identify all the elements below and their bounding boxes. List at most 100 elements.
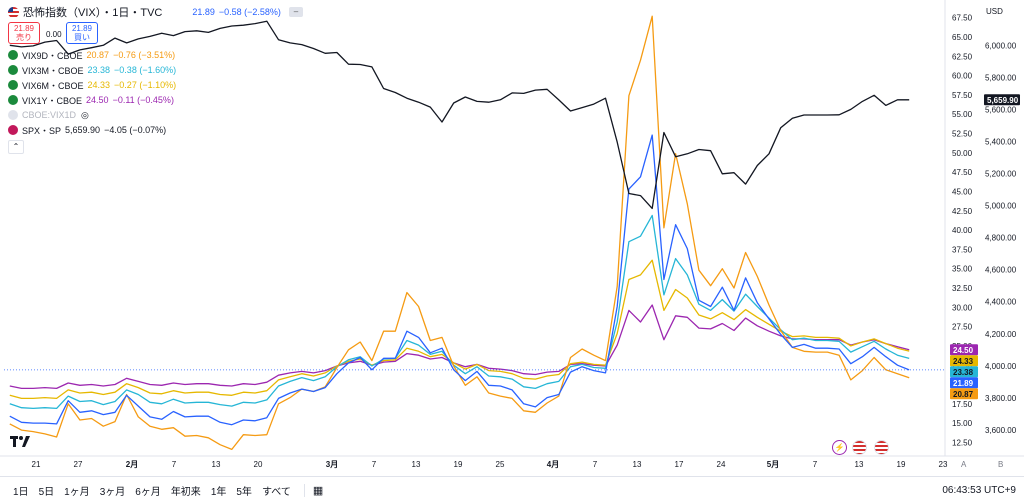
symbol-title[interactable]: 恐怖指数（VIX）・1日・TVC: [23, 7, 163, 19]
range-button[interactable]: 5日: [38, 486, 55, 498]
legend-value: 5,659.90: [65, 125, 101, 135]
left-scale-tick: 12.50: [952, 438, 973, 447]
collapse-button[interactable]: –: [288, 7, 303, 17]
right-scale-tick: 4,600.00: [985, 266, 1017, 275]
left-scale-tick: 52.50: [952, 130, 973, 139]
right-scale-tick: 3,600.00: [985, 426, 1017, 435]
legend-name: SPX・SP: [22, 125, 62, 136]
log-scale-button[interactable]: A: [961, 460, 967, 469]
time-tick: 13: [212, 460, 221, 469]
us-event-flag-icon[interactable]: [852, 440, 867, 455]
left-scale-tick: 47.50: [952, 168, 973, 177]
eye-off-icon[interactable]: ◎: [81, 109, 89, 120]
time-tick: 7: [593, 460, 598, 469]
time-tick: 20: [254, 460, 263, 469]
chart-canvas[interactable]: 12.5015.0017.5020.0022.5025.0027.5030.00…: [0, 0, 1024, 476]
clock-time[interactable]: 06:43:53 UTC+9: [942, 484, 1016, 496]
left-scale-tick: 35.00: [952, 265, 973, 274]
sell-button[interactable]: 21.89 売り: [8, 22, 40, 44]
legend-name: VIX9D・CBOE: [22, 50, 83, 61]
legend-vix1d-hidden[interactable]: CBOE:VIX1D ◎: [8, 108, 89, 122]
right-scale-tick: 4,400.00: [985, 298, 1017, 307]
spread-value: 0.00: [46, 30, 62, 39]
price-axis[interactable]: 12.5015.0017.5020.0022.5025.0027.5030.00…: [952, 14, 1017, 448]
time-tick: 7: [813, 460, 818, 469]
time-tick: 4月: [547, 460, 559, 469]
legend-spx[interactable]: SPX・SP 5,659.90 −4.05 (−0.07%): [8, 123, 166, 137]
price-badges: 5,659.90 24.50 24.33 23.38 21.89 20.87: [950, 94, 1020, 400]
lightning-event-icon[interactable]: ⚡: [832, 440, 847, 455]
range-button[interactable]: 1年: [210, 486, 227, 498]
hidden-series-icon[interactable]: [8, 110, 18, 120]
calendar-icon[interactable]: ▦: [303, 483, 323, 497]
time-tick: 21: [32, 460, 41, 469]
series-line-vix1y: [9, 304, 910, 390]
left-scale-tick: 67.50: [952, 14, 973, 23]
time-tick: 13: [412, 460, 421, 469]
last-price: 21.89: [192, 7, 215, 17]
legend-change: −0.76 (−3.51%): [113, 50, 176, 60]
price-badge-text: 21.89: [953, 379, 974, 388]
price-badge-text: 24.50: [953, 346, 974, 355]
time-tick: 24: [717, 460, 726, 469]
visibility-icon[interactable]: [8, 50, 18, 60]
left-scale-tick: 55.00: [952, 110, 973, 119]
legend-name: CBOE:VIX1D: [22, 110, 77, 120]
time-tick: 17: [675, 460, 684, 469]
left-scale-tick: 30.00: [952, 303, 973, 312]
legend-change: −0.11 (−0.45%): [112, 95, 174, 105]
time-tick: 13: [855, 460, 864, 469]
time-tick: 2月: [126, 460, 138, 469]
price-badge-vix3m: [950, 366, 978, 378]
legend-vix6m[interactable]: VIX6M・CBOE 24.33 −0.27 (−1.10%): [8, 78, 176, 92]
range-button[interactable]: すべて: [261, 486, 291, 498]
time-axis[interactable]: 21 27 2月 7 13 20 3月 7 13 19 25 4月 7 13 17 24 5月 7 13 19 23: [32, 460, 948, 469]
range-button[interactable]: 5年: [236, 486, 252, 498]
time-tick: 19: [454, 460, 463, 469]
right-scale-tick: 5,200.00: [985, 169, 1017, 178]
right-scale-tick: 5,800.00: [985, 73, 1017, 82]
time-tick: 23: [939, 460, 948, 469]
tradingview-logo-icon[interactable]: [10, 436, 30, 451]
range-button[interactable]: 年初来: [170, 486, 201, 498]
time-tick: 5月: [767, 460, 779, 469]
b-scale-button[interactable]: B: [998, 460, 1004, 469]
legend-vix1y[interactable]: VIX1Y・CBOE 24.50 −0.11 (−0.45%): [8, 93, 174, 107]
legend-vix3m[interactable]: VIX3M・CBOE 23.38 −0.38 (−1.60%): [8, 63, 176, 77]
buy-button[interactable]: 21.89 買い: [66, 22, 98, 44]
time-tick: 7: [372, 460, 377, 469]
visibility-icon[interactable]: [8, 80, 18, 90]
range-button[interactable]: 1日: [13, 486, 29, 498]
left-scale-tick: 45.00: [952, 187, 973, 196]
us-flag-icon: [8, 6, 19, 18]
legend-value: 24.50: [86, 95, 109, 105]
right-scale-tick: 4,000.00: [985, 362, 1017, 371]
legend-vix9d[interactable]: VIX9D・CBOE 20.87 −0.76 (−3.51%): [8, 48, 175, 62]
right-scale-tick: 5,000.00: [985, 202, 1017, 211]
series-lines: [9, 15, 910, 451]
left-scale-tick: 62.50: [952, 52, 973, 61]
range-button[interactable]: 6ヶ月: [135, 486, 161, 498]
time-tick: 19: [897, 460, 906, 469]
left-scale-tick: 40.00: [952, 226, 973, 235]
collapse-legend-button[interactable]: ⌃: [8, 140, 24, 154]
price-badge-text: 20.87: [953, 390, 974, 399]
range-button[interactable]: 3ヶ月: [99, 486, 126, 498]
us-event-flag-icon[interactable]: [874, 440, 889, 455]
visibility-icon[interactable]: [8, 65, 18, 75]
currency-label[interactable]: USD: [986, 7, 1003, 16]
series-line-spx: [9, 20, 910, 210]
visibility-icon[interactable]: [8, 95, 18, 105]
left-scale-tick: 42.50: [952, 207, 973, 216]
series-line-vix6m: [9, 259, 910, 400]
legend-name: VIX3M・CBOE: [22, 65, 84, 76]
left-scale-tick: 50.00: [952, 149, 973, 158]
legend-value: 24.33: [87, 80, 111, 90]
price-badge-vix1y: [950, 344, 978, 356]
legend-value: 23.38: [87, 65, 111, 75]
buy-label: 買い: [74, 33, 90, 42]
range-button[interactable]: 1ヶ月: [64, 486, 90, 498]
time-tick: 7: [172, 460, 177, 469]
left-scale-tick: 37.50: [952, 245, 973, 254]
